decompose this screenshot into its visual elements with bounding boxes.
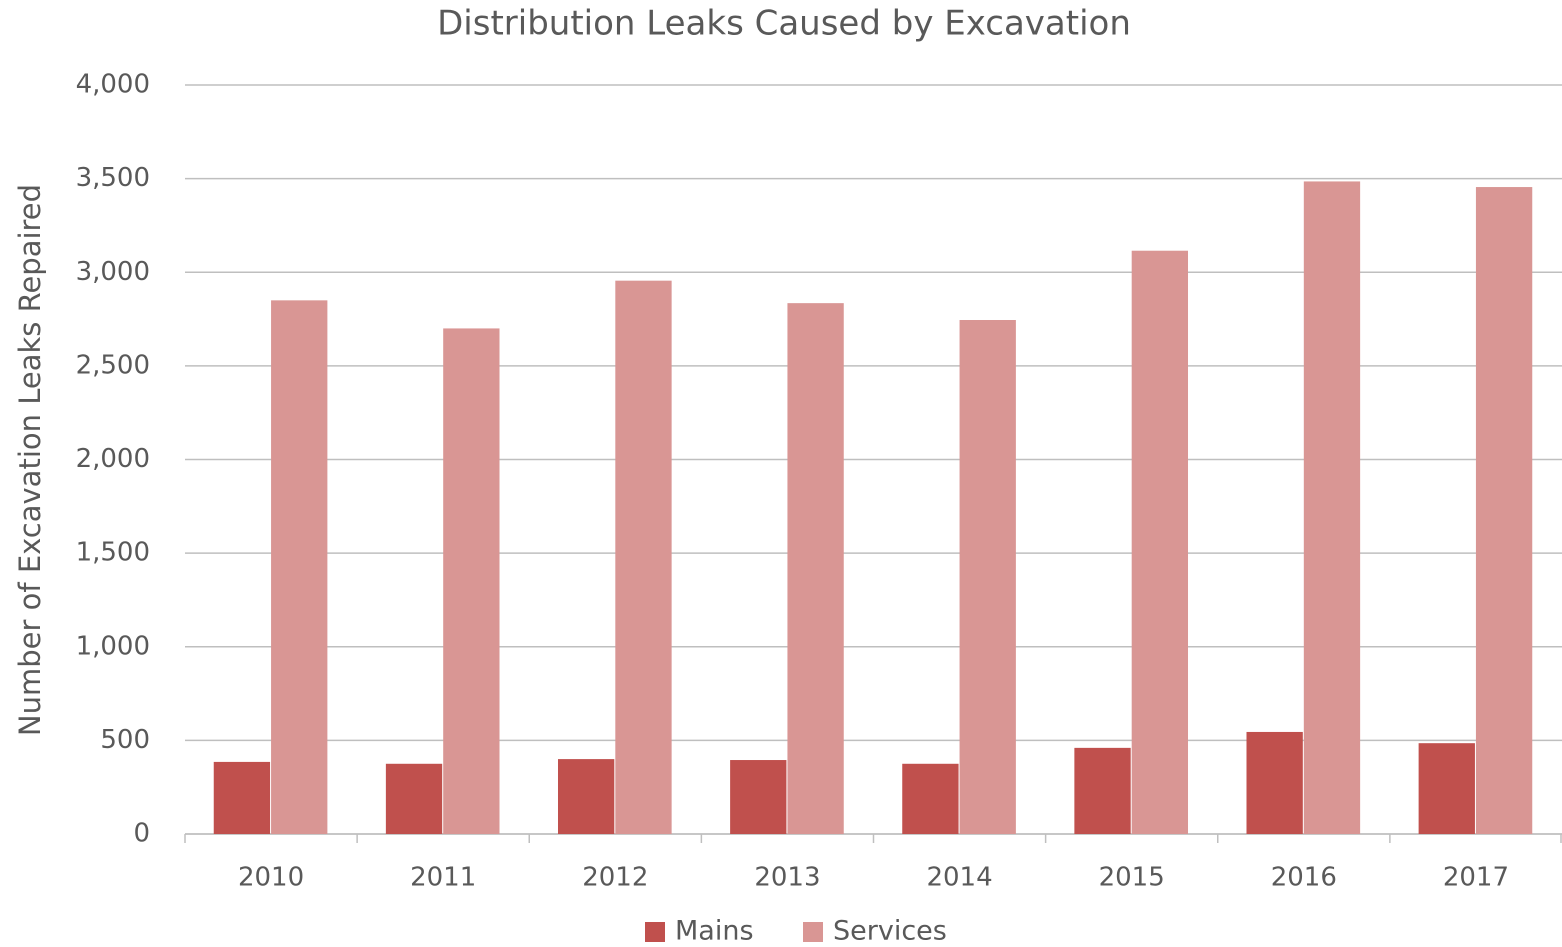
bar bbox=[1074, 747, 1131, 834]
bar bbox=[902, 763, 959, 834]
y-tick-label: 4,000 bbox=[76, 70, 150, 100]
legend-swatch bbox=[645, 922, 665, 942]
y-tick-label: 1,500 bbox=[76, 538, 150, 568]
bar bbox=[959, 319, 1016, 834]
x-tick-label: 2011 bbox=[410, 863, 476, 893]
bar bbox=[1418, 743, 1475, 834]
bar bbox=[557, 759, 615, 834]
bar bbox=[213, 761, 271, 834]
bar bbox=[1246, 731, 1303, 834]
x-tick-label: 2015 bbox=[1099, 863, 1165, 893]
bar bbox=[787, 303, 844, 834]
y-axis-label: Number of Excavation Leaks Repaired bbox=[13, 184, 47, 736]
y-tick-label: 1,000 bbox=[76, 631, 150, 661]
x-tick-label: 2010 bbox=[238, 863, 304, 893]
chart-title: Distribution Leaks Caused by Excavation bbox=[437, 4, 1131, 44]
bar bbox=[730, 760, 787, 834]
bar bbox=[271, 300, 328, 834]
x-tick-label: 2016 bbox=[1271, 863, 1337, 893]
x-tick-label: 2013 bbox=[754, 863, 820, 893]
y-tick-label: 2,000 bbox=[76, 444, 150, 474]
x-tick-label: 2017 bbox=[1443, 863, 1509, 893]
legend-label: Services bbox=[833, 916, 947, 947]
legend-swatch bbox=[803, 922, 823, 942]
y-tick-label: 3,000 bbox=[76, 257, 150, 287]
y-tick-label: 2,500 bbox=[76, 350, 150, 380]
bar bbox=[1131, 250, 1189, 834]
bar bbox=[443, 328, 500, 834]
y-tick-label: 3,500 bbox=[76, 163, 150, 193]
y-tick-label: 500 bbox=[100, 725, 150, 755]
bar bbox=[1303, 181, 1361, 835]
bar bbox=[1475, 187, 1533, 834]
bar bbox=[615, 280, 672, 834]
x-tick-label: 2014 bbox=[926, 863, 992, 893]
bar bbox=[385, 763, 443, 834]
x-tick-label: 2012 bbox=[582, 863, 648, 893]
y-tick-label: 0 bbox=[133, 819, 150, 849]
legend-label: Mains bbox=[675, 916, 754, 947]
